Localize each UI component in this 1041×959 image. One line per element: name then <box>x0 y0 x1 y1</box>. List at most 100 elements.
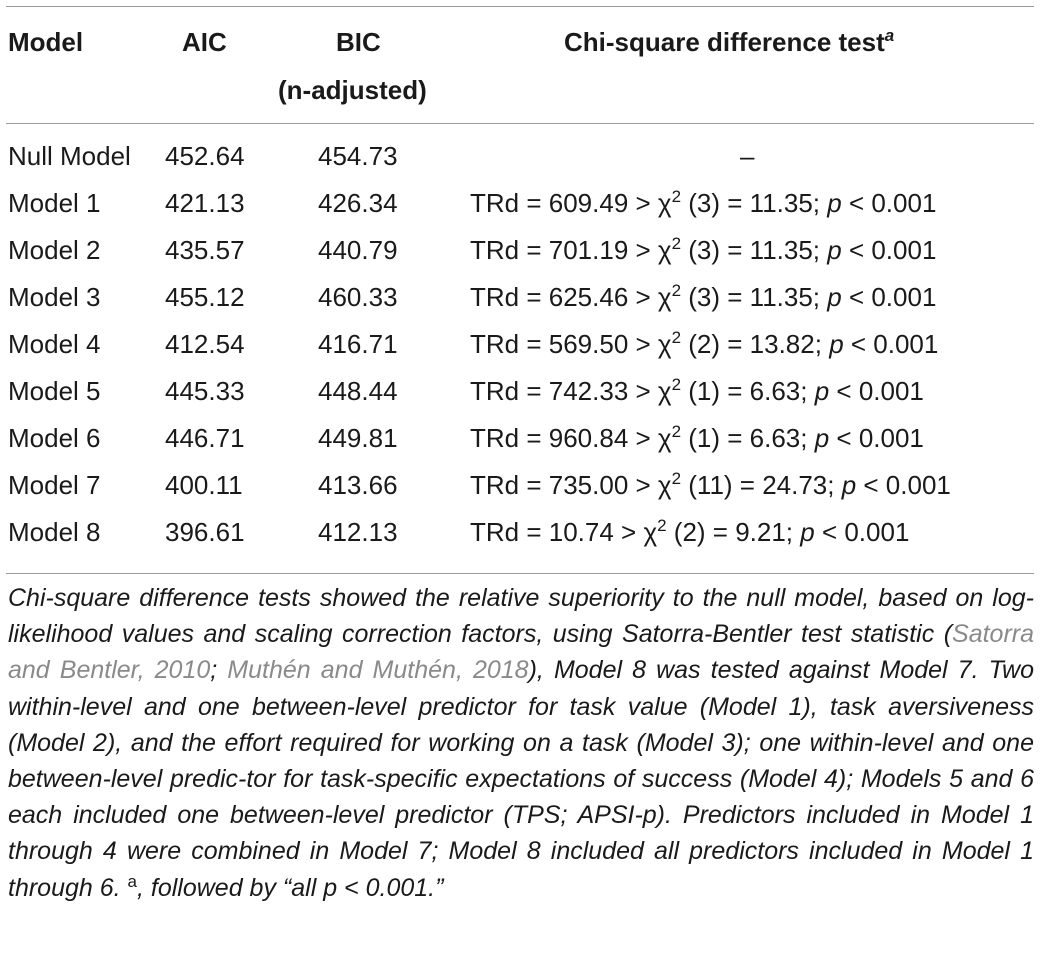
p-value: < 0.001 <box>814 517 910 547</box>
cell-test: TRd = 701.19 > χ2 (3) = 11.35; p < 0.001 <box>470 235 936 266</box>
cell-bic: 449.81 <box>318 423 398 453</box>
p-label: p <box>814 423 830 453</box>
cell-bic: 412.13 <box>318 517 398 547</box>
cell-bic: 460.33 <box>318 282 398 312</box>
table-header-rule <box>6 123 1034 124</box>
header-bic-sub: (n-adjusted) <box>278 75 427 105</box>
footnote-marker: a <box>127 871 137 891</box>
p-label: p <box>841 470 857 500</box>
table-top-rule <box>6 6 1034 7</box>
footnote-text-1: Chi-square difference tests showed the r… <box>8 584 1034 649</box>
cell-model: Model 5 <box>8 376 101 406</box>
cell-model: Model 7 <box>8 470 101 500</box>
cell-test: TRd = 609.49 > χ2 (3) = 11.35; p < 0.001 <box>470 188 936 219</box>
test-trd: TRd = 735.00 > χ <box>470 470 672 500</box>
cell-aic: 412.54 <box>165 329 245 359</box>
test-df-stat: (1) = 6.63; <box>681 423 815 453</box>
header-model: Model <box>8 27 84 57</box>
chi-superscript: 2 <box>671 328 682 347</box>
header-aic: AIC <box>182 27 227 57</box>
cell-model: Model 4 <box>8 329 101 359</box>
footnote-text-3: , followed by “all p < 0.001.” <box>137 873 444 902</box>
p-label: p <box>829 329 844 359</box>
cell-model: Model 3 <box>8 282 101 312</box>
test-trd: TRd = 10.74 > χ <box>470 517 658 547</box>
chi-superscript: 2 <box>671 187 682 206</box>
p-label: p <box>827 188 842 218</box>
footnote-separator: ; <box>210 656 228 685</box>
p-label: p <box>814 376 830 406</box>
p-value: < 0.001 <box>841 282 937 312</box>
chi-superscript: 2 <box>657 516 667 535</box>
test-trd: TRd = 960.84 > χ <box>470 423 672 453</box>
table-row: Model 7 400.11 413.66 TRd = 735.00 > χ2 … <box>0 466 1041 513</box>
cell-test: TRd = 10.74 > χ2 (2) = 9.21; p < 0.001 <box>470 517 909 548</box>
table-row: Model 6 446.71 449.81 TRd = 960.84 > χ2 … <box>0 419 1041 466</box>
test-df-stat: (11) = 24.73; <box>681 470 842 500</box>
test-trd: TRd = 609.49 > χ <box>470 188 672 218</box>
cell-bic: 413.66 <box>318 470 398 500</box>
test-df-stat: (2) = 13.82; <box>681 329 830 359</box>
cell-bic: 440.79 <box>318 235 398 265</box>
cell-aic: 421.13 <box>165 188 245 218</box>
header-bic: BIC <box>336 27 381 57</box>
footnote-text-2: ), Model 8 was tested against Model 7. T… <box>8 656 1034 902</box>
test-trd: TRd = 569.50 > χ <box>470 329 672 359</box>
cell-aic: 446.71 <box>165 423 245 453</box>
cell-test: TRd = 569.50 > χ2 (2) = 13.82; p < 0.001 <box>470 329 938 360</box>
cell-aic: 396.61 <box>165 517 245 547</box>
cell-test: TRd = 742.33 > χ2 (1) = 6.63; p < 0.001 <box>470 376 924 407</box>
header-footnote-marker: a <box>884 26 895 45</box>
table-row: Model 3 455.12 460.33 TRd = 625.46 > χ2 … <box>0 278 1041 325</box>
p-value: < 0.001 <box>856 470 951 500</box>
cell-test: – <box>740 141 755 171</box>
header-chi-square-test: Chi-square difference testa <box>564 22 894 62</box>
cell-bic: 448.44 <box>318 376 398 406</box>
cell-aic: 452.64 <box>165 141 245 171</box>
test-df-stat: (1) = 6.63; <box>681 376 815 406</box>
test-df-stat: (3) = 11.35; <box>681 188 828 218</box>
cell-test: TRd = 960.84 > χ2 (1) = 6.63; p < 0.001 <box>470 423 924 454</box>
cell-aic: 400.11 <box>165 470 243 500</box>
chi-superscript: 2 <box>671 234 682 253</box>
cell-aic: 445.33 <box>165 376 245 406</box>
cell-model: Model 1 <box>8 188 101 218</box>
cell-bic: 416.71 <box>318 329 398 359</box>
cell-model: Null Model <box>8 141 131 171</box>
table-row: Model 1 421.13 426.34 TRd = 609.49 > χ2 … <box>0 184 1041 231</box>
cell-test: TRd = 625.46 > χ2 (3) = 11.35; p < 0.001 <box>470 282 936 313</box>
citation-link-satorra-bentler[interactable]: Satorra and Bentler, 2010 <box>8 620 1034 685</box>
chi-superscript: 2 <box>671 281 682 300</box>
p-label: p <box>827 235 842 265</box>
test-trd: TRd = 742.33 > χ <box>470 376 672 406</box>
cell-bic: 426.34 <box>318 188 398 218</box>
header-chi-square-test-label: Chi-square difference test <box>564 27 885 57</box>
chi-superscript: 2 <box>671 422 682 441</box>
table-row: Model 8 396.61 412.13 TRd = 10.74 > χ2 (… <box>0 513 1041 560</box>
p-value: < 0.001 <box>829 423 924 453</box>
chi-superscript: 2 <box>671 469 682 488</box>
test-trd: TRd = 625.46 > χ <box>470 282 672 312</box>
p-value: < 0.001 <box>841 235 937 265</box>
test-df-stat: (3) = 11.35; <box>681 235 828 265</box>
cell-aic: 435.57 <box>165 235 245 265</box>
cell-model: Model 8 <box>8 517 101 547</box>
cell-bic: 454.73 <box>318 141 398 171</box>
p-value: < 0.001 <box>841 188 937 218</box>
table-footnote: Chi-square difference tests showed the r… <box>8 580 1034 906</box>
table-row: Null Model 452.64 454.73 – <box>0 137 1041 184</box>
cell-aic: 455.12 <box>165 282 245 312</box>
cell-model: Model 2 <box>8 235 101 265</box>
test-df-stat: (3) = 11.35; <box>681 282 828 312</box>
table-body: Null Model 452.64 454.73 – Model 1 421.1… <box>0 137 1041 560</box>
test-trd: TRd = 701.19 > χ <box>470 235 672 265</box>
cell-model: Model 6 <box>8 423 101 453</box>
table-row: Model 5 445.33 448.44 TRd = 742.33 > χ2 … <box>0 372 1041 419</box>
test-df-stat: (2) = 9.21; <box>666 517 801 547</box>
p-label: p <box>800 517 815 547</box>
citation-link-muthen-muthen[interactable]: Muthén and Muthén, 2018 <box>227 656 529 685</box>
chi-superscript: 2 <box>671 375 682 394</box>
cell-test: TRd = 735.00 > χ2 (11) = 24.73; p < 0.00… <box>470 470 951 501</box>
p-value: < 0.001 <box>843 329 939 359</box>
table-row: Model 4 412.54 416.71 TRd = 569.50 > χ2 … <box>0 325 1041 372</box>
